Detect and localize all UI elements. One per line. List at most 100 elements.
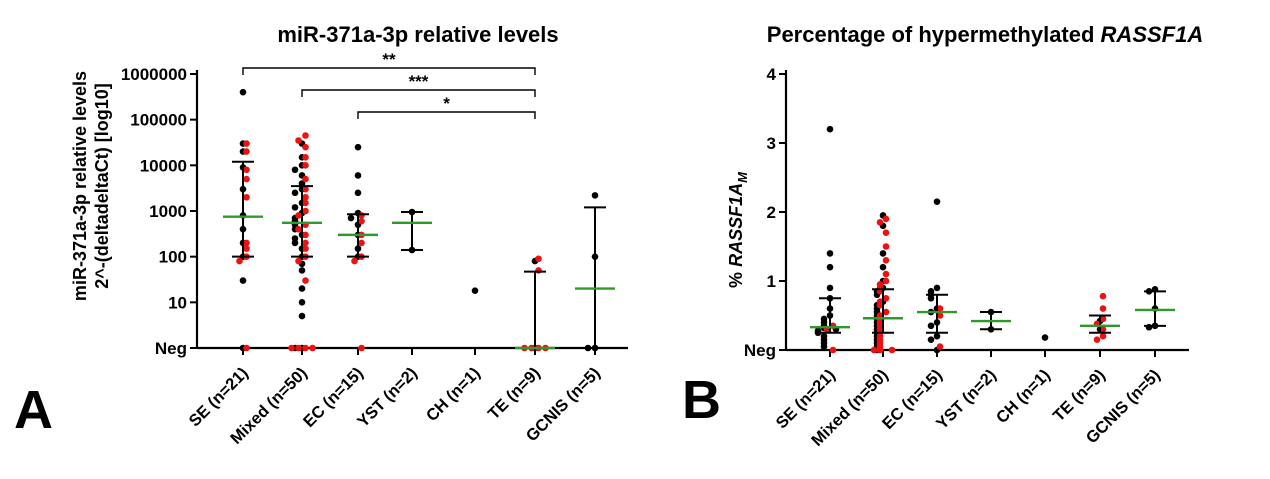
chart-b-black-point bbox=[933, 284, 941, 292]
panel-label-b: B bbox=[682, 370, 721, 430]
chart-a-significance-label: * bbox=[443, 94, 450, 113]
chart-a-red-point bbox=[295, 257, 302, 265]
chart-a-black-point bbox=[291, 189, 299, 197]
chart-a-red-point bbox=[302, 185, 309, 193]
chart-b-black-point bbox=[826, 250, 834, 257]
panel-label-a: A bbox=[14, 380, 53, 440]
chart-b-red-point bbox=[882, 257, 890, 264]
chart-b-black-point bbox=[927, 294, 935, 302]
chart-a-black-point bbox=[239, 88, 247, 96]
chart-a-black-point bbox=[591, 192, 599, 199]
chart-a-y-tick-label: 10000 bbox=[140, 156, 187, 175]
chart-a-red-point bbox=[302, 143, 309, 151]
chart-a-red-point bbox=[309, 344, 316, 352]
chart-b-ylabel-prefix: % bbox=[726, 267, 746, 288]
chart-b-red-point bbox=[882, 215, 890, 223]
chart-b-red-point bbox=[870, 346, 878, 354]
chart-a-red-point bbox=[302, 344, 309, 352]
chart-b-red-point bbox=[936, 312, 944, 319]
chart-a-black-point bbox=[354, 143, 362, 151]
chart-b-black-point bbox=[1041, 334, 1049, 341]
chart-b-red-point bbox=[1099, 326, 1107, 333]
chart-b-red-point bbox=[1093, 336, 1101, 343]
chart-a-red-point bbox=[358, 344, 365, 352]
chart-a-y-tick-label: 100 bbox=[159, 248, 187, 267]
chart-a-black-point bbox=[354, 172, 362, 179]
chart-b-red-point bbox=[876, 219, 884, 226]
chart-a-red-point bbox=[302, 207, 309, 215]
chart-b-ylabel-gene: RASSF1A bbox=[726, 183, 746, 267]
chart-a-red-point bbox=[295, 344, 302, 352]
chart-b-title-main: Percentage of hypermethylated bbox=[767, 22, 1101, 47]
chart-a-black-point bbox=[291, 239, 299, 247]
chart-b-black-point bbox=[933, 332, 941, 340]
chart-a-red-point bbox=[358, 217, 365, 225]
chart-b-black-point bbox=[826, 263, 834, 271]
chart-a-red-point bbox=[351, 257, 358, 265]
chart-a-category-label: TE (n=9) bbox=[485, 364, 544, 423]
chart-a-black-point bbox=[298, 312, 306, 320]
chart-b-red-point bbox=[876, 301, 884, 309]
chart-a-red-point bbox=[243, 140, 250, 147]
chart-b-red-point bbox=[1099, 305, 1107, 312]
chart-a-black-point bbox=[239, 277, 247, 284]
chart-b-y-tick-label: 1 bbox=[767, 272, 776, 291]
chart-a-significance-bracket bbox=[357, 111, 536, 119]
chart-b-black-point bbox=[814, 329, 822, 337]
chart-a-red-point bbox=[535, 267, 542, 274]
chart-a-black-point bbox=[291, 166, 299, 174]
chart-b-title-gene: RASSF1A bbox=[1101, 22, 1204, 47]
chart-b-ylabel: % RASSF1AM bbox=[726, 171, 750, 288]
chart-b-red-point bbox=[936, 343, 944, 350]
chart-b-black-point bbox=[826, 125, 834, 133]
chart-b-red-point bbox=[882, 229, 890, 236]
chart-a-red-point bbox=[302, 153, 309, 161]
chart-a-significance-label: ** bbox=[382, 50, 396, 69]
chart-b-y-tick-label: Neg bbox=[744, 341, 776, 360]
chart-b-red-point bbox=[888, 346, 896, 354]
chart-a-red-point bbox=[302, 199, 309, 207]
chart-a-ylabel-line1: miR-371a-3p relative levels bbox=[70, 71, 90, 301]
chart-a-red-point bbox=[302, 245, 309, 252]
chart-a-black-point bbox=[298, 299, 306, 306]
chart-b-red-point bbox=[882, 308, 890, 316]
chart-a-y-tick-label: 1000000 bbox=[121, 65, 187, 84]
chart-b-red-point bbox=[829, 346, 837, 354]
chart-a-red-point bbox=[302, 239, 309, 247]
chart-a-y-tick-label: 10 bbox=[168, 293, 187, 312]
chart-b-red-point bbox=[1099, 292, 1107, 300]
chart-a-red-point bbox=[358, 212, 365, 219]
chart-a-red-point bbox=[243, 245, 250, 252]
chart-a-red-point bbox=[243, 193, 250, 201]
chart-a-red-point bbox=[243, 344, 250, 352]
chart-a-red-point bbox=[358, 239, 365, 247]
chart-a-category-label: CH (n=1) bbox=[423, 364, 484, 425]
chart-a-red-point bbox=[302, 175, 309, 183]
chart-a-red-point bbox=[302, 162, 309, 169]
chart-a-red-point bbox=[243, 175, 250, 183]
chart-b-black-point bbox=[879, 250, 887, 257]
chart-b-red-point bbox=[936, 305, 944, 312]
chart-a-red-point bbox=[288, 344, 295, 352]
chart-a-red-point bbox=[302, 132, 309, 139]
chart-a-y-tick-label: 100000 bbox=[130, 111, 187, 130]
chart-b-red-point bbox=[876, 346, 884, 354]
chart-b-category-label: CH (n=1) bbox=[993, 366, 1054, 427]
chart-a-black-point bbox=[298, 267, 306, 274]
chart-a-red-point bbox=[243, 148, 250, 155]
chart-b-red-point bbox=[882, 243, 890, 250]
chart-a-black-point bbox=[471, 287, 479, 294]
chart-a-black-point bbox=[291, 204, 299, 211]
chart-b-y-tick-label: 2 bbox=[767, 203, 776, 222]
chart-a-black-point bbox=[298, 285, 306, 292]
chart-b-red-point bbox=[1099, 332, 1107, 340]
chart-a-red-point bbox=[295, 137, 302, 144]
chart-b-red-point bbox=[882, 277, 890, 285]
chart-a-red-point bbox=[302, 231, 309, 239]
chart-b-y-tick-label: 3 bbox=[767, 134, 776, 153]
chart-a-red-point bbox=[295, 225, 302, 233]
chart-b-black-point bbox=[879, 263, 887, 271]
chart-a-ylabel-line2: 2^-(deltadeltaCt) [log10] bbox=[92, 83, 112, 289]
chart-b-title: Percentage of hypermethylated RASSF1A bbox=[767, 22, 1203, 47]
